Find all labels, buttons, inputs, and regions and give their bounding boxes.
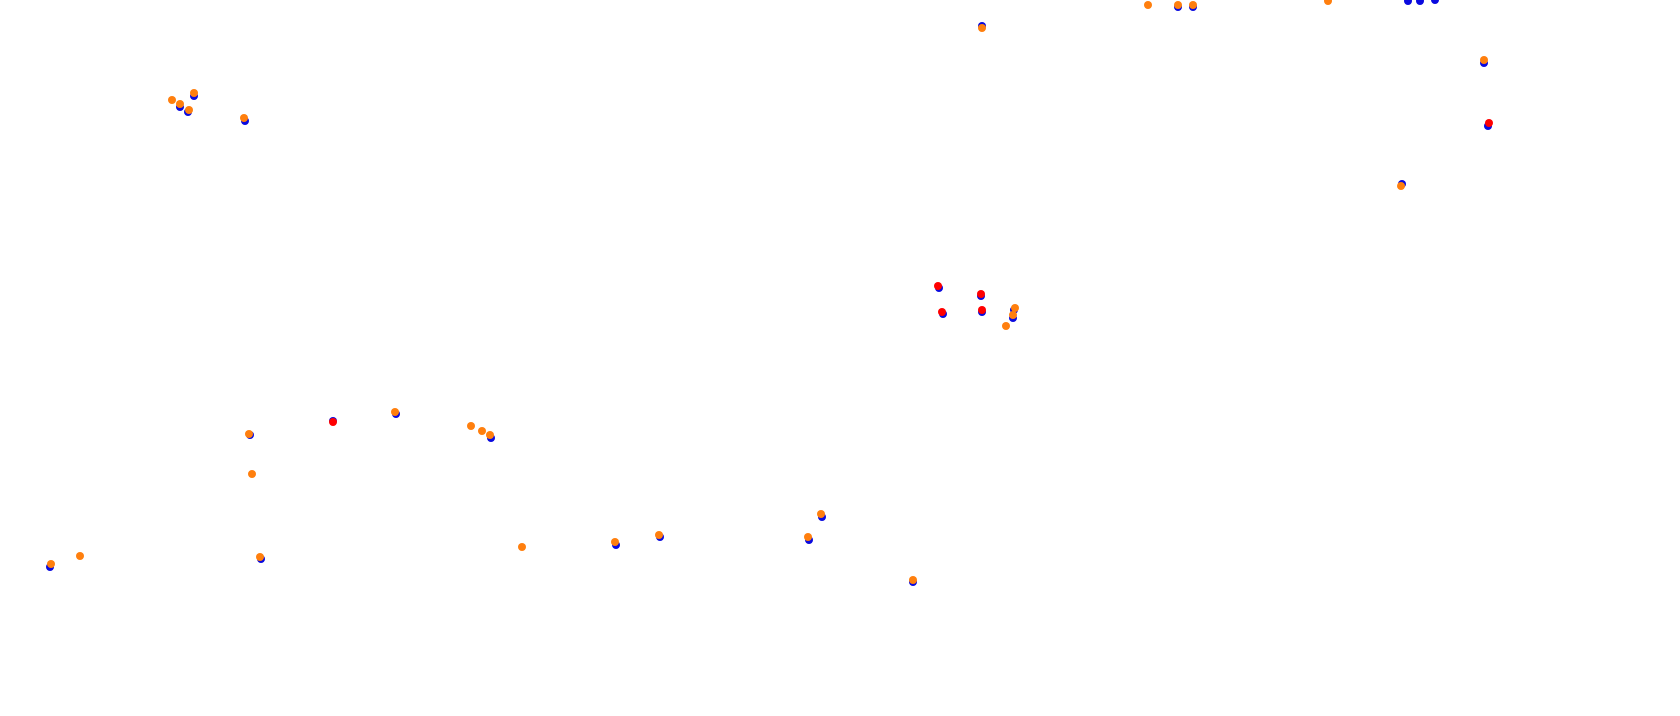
orange-dot: [655, 531, 663, 539]
orange-dot: [978, 24, 986, 32]
orange-dot: [1480, 56, 1488, 64]
orange-dot: [1324, 0, 1332, 5]
orange-dot: [1011, 304, 1019, 312]
orange-dot: [909, 576, 917, 584]
orange-dot: [245, 430, 253, 438]
orange-dot: [1144, 1, 1152, 9]
orange-dot: [1009, 311, 1017, 319]
red-dot: [934, 282, 942, 290]
orange-dot: [467, 422, 475, 430]
red-dot: [938, 308, 946, 316]
orange-dot: [518, 543, 526, 551]
orange-dot: [240, 114, 248, 122]
orange-dot: [817, 510, 825, 518]
red-dot: [977, 290, 985, 298]
orange-dot: [76, 552, 84, 560]
orange-dot: [611, 538, 619, 546]
red-dot: [1485, 119, 1493, 127]
orange-dot: [248, 470, 256, 478]
orange-dot: [47, 560, 55, 568]
red-dot: [329, 418, 337, 426]
orange-dot: [190, 89, 198, 97]
orange-dot: [1397, 182, 1405, 190]
orange-dot: [176, 100, 184, 108]
orange-dot: [804, 533, 812, 541]
red-dot: [978, 306, 986, 314]
orange-dot: [1002, 322, 1010, 330]
blue-dot: [1416, 0, 1424, 5]
orange-dot: [1174, 1, 1182, 9]
orange-dot: [391, 408, 399, 416]
blue-dot: [1404, 0, 1412, 5]
orange-dot: [486, 431, 494, 439]
orange-dot: [478, 427, 486, 435]
orange-dot: [1189, 1, 1197, 9]
orange-dot: [185, 106, 193, 114]
blue-dot: [1431, 0, 1439, 4]
orange-dot: [256, 553, 264, 561]
orange-dot: [168, 96, 176, 104]
